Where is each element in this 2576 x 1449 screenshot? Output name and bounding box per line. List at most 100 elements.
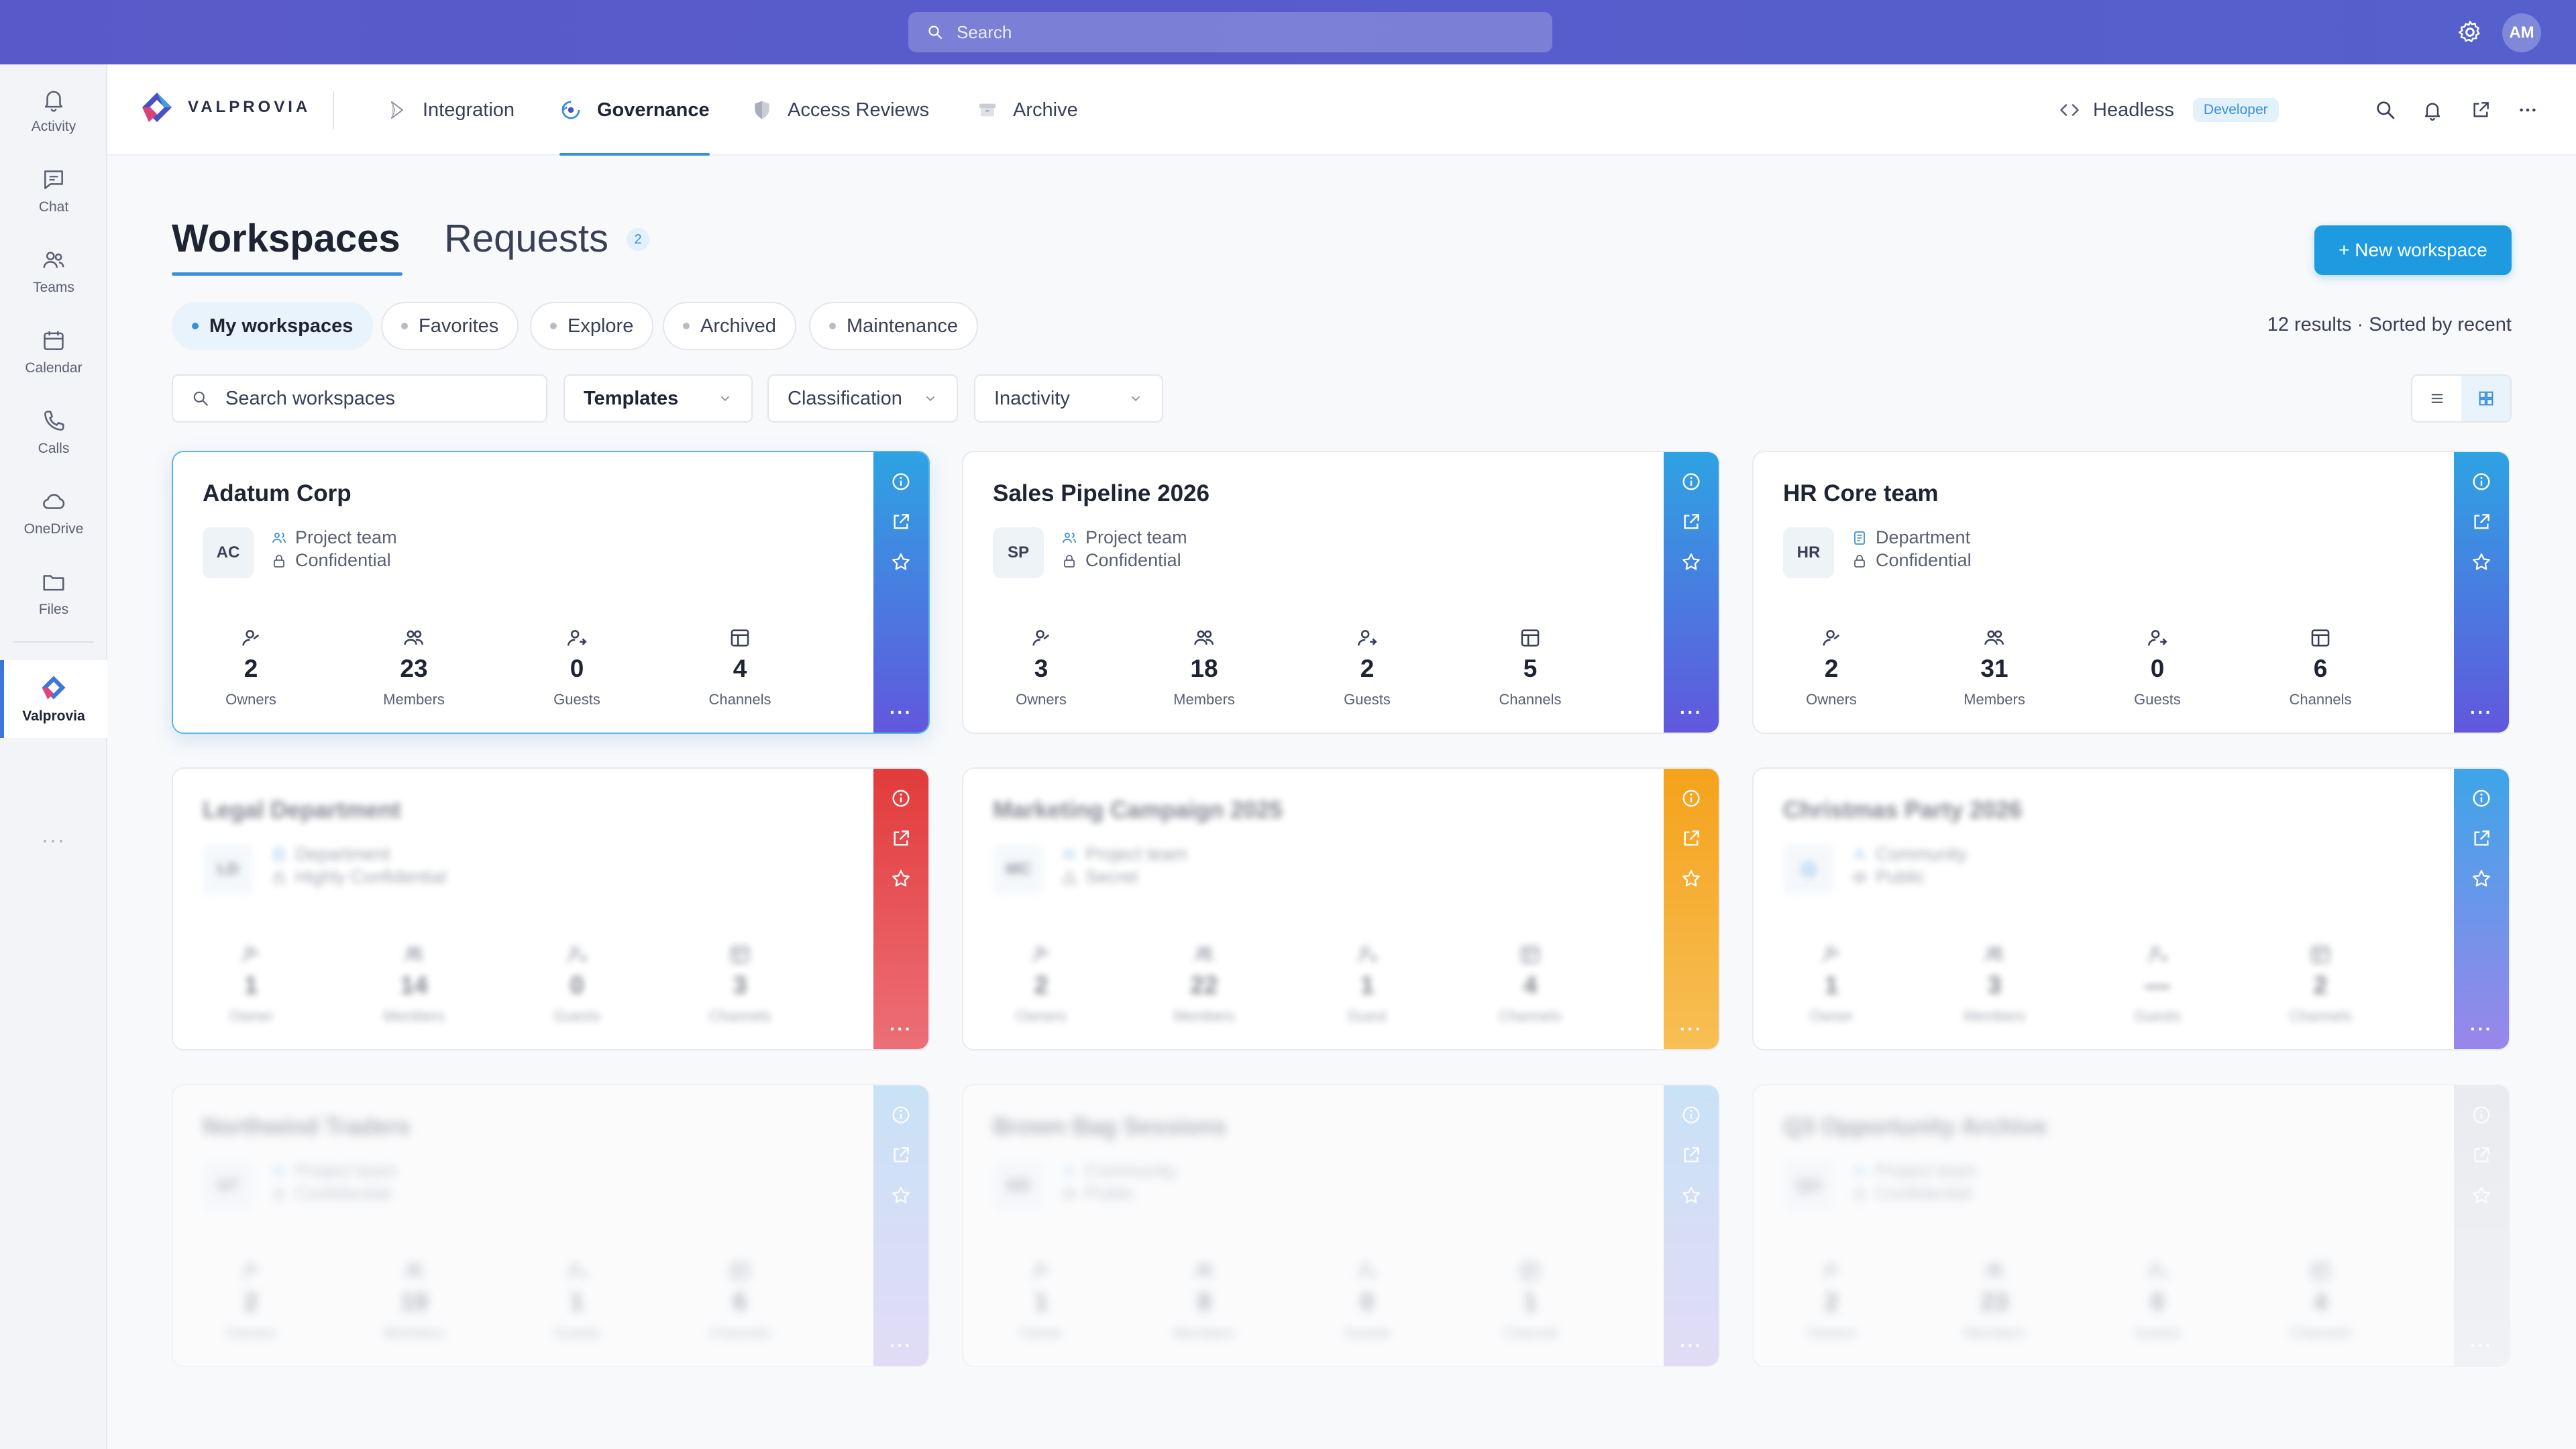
templates-dropdown[interactable]: Templates [564, 374, 753, 423]
workspace-card[interactable]: Northwind Traders NT Project team Confid… [172, 1084, 930, 1367]
external-link-icon[interactable] [890, 511, 912, 533]
stat-label: Guests [1344, 1324, 1391, 1341]
stat-channels: 4 Channels [1463, 943, 1597, 1025]
info-icon[interactable] [890, 788, 912, 809]
info-icon[interactable] [890, 471, 912, 492]
headless-link[interactable]: Headless Developer [2059, 64, 2279, 156]
star-icon[interactable] [890, 1185, 912, 1206]
info-icon[interactable] [2471, 471, 2492, 492]
workspace-card[interactable]: Legal Department LD Department Highly Co… [172, 767, 930, 1051]
user-avatar[interactable]: AM [2502, 13, 2541, 52]
workspace-title[interactable]: Legal Department [203, 797, 401, 823]
info-icon[interactable] [2471, 788, 2492, 809]
rail-more-button[interactable]: ··· [42, 829, 66, 851]
global-search-input[interactable]: Search [908, 12, 1552, 52]
inactivity-dropdown[interactable]: Inactivity [974, 374, 1163, 423]
rail-item-onedrive[interactable]: OneDrive [0, 476, 107, 550]
card-more-button[interactable]: ··· [1680, 1335, 1703, 1356]
star-icon[interactable] [2471, 1185, 2492, 1206]
rail-item-calendar[interactable]: Calendar [0, 315, 107, 389]
external-link-icon[interactable] [2470, 99, 2491, 121]
more-icon[interactable] [2517, 99, 2538, 121]
tab-governance[interactable]: Governance [559, 64, 710, 156]
star-icon[interactable] [1680, 551, 1702, 573]
channels-icon [731, 1263, 749, 1280]
filter-maintenance[interactable]: Maintenance [809, 302, 979, 350]
external-link-icon[interactable] [2471, 1144, 2492, 1166]
card-more-button[interactable]: ··· [2470, 702, 2493, 722]
card-more-button[interactable]: ··· [2470, 1018, 2493, 1039]
list-view-button[interactable] [2412, 376, 2461, 421]
stat-label: Members [383, 1008, 445, 1024]
requests-tab[interactable]: Requests [444, 217, 609, 260]
star-icon[interactable] [890, 551, 912, 573]
stat-label: Owner [1019, 1324, 1063, 1341]
card-more-button[interactable]: ··· [2470, 1335, 2493, 1356]
tab-access-reviews[interactable]: Access Reviews [751, 64, 929, 156]
grid-view-button[interactable] [2461, 376, 2510, 421]
gear-icon[interactable] [2457, 19, 2483, 46]
workspace-card[interactable]: Adatum Corp AC Project team Confidential… [172, 451, 930, 734]
workspace-card[interactable]: Q3 Opportunity Archive QO Project team C… [1752, 1084, 2510, 1367]
card-more-button[interactable]: ··· [890, 1018, 912, 1039]
workspace-card[interactable]: HR Core team HR Department Confidential … [1752, 451, 2510, 734]
rail-item-teams[interactable]: Teams [0, 235, 107, 309]
workspace-title[interactable]: Brown Bag Sessions [993, 1114, 1227, 1140]
workspace-title[interactable]: Adatum Corp [203, 480, 352, 506]
external-link-icon[interactable] [890, 1144, 912, 1166]
star-icon[interactable] [890, 868, 912, 890]
rail-item-files[interactable]: Files [0, 557, 107, 631]
lock-icon [274, 554, 284, 568]
star-icon[interactable] [2471, 551, 2492, 573]
rail-item-chat[interactable]: Chat [0, 154, 107, 228]
workspace-title[interactable]: Sales Pipeline 2026 [993, 480, 1210, 506]
external-link-icon[interactable] [2471, 828, 2492, 849]
search-icon[interactable] [2375, 99, 2396, 121]
workspace-title[interactable]: Marketing Campaign 2025 [993, 797, 1283, 823]
star-icon[interactable] [1680, 1185, 1702, 1206]
card-more-button[interactable]: ··· [890, 1335, 912, 1356]
external-link-icon[interactable] [1680, 1144, 1702, 1166]
info-icon[interactable] [1680, 1104, 1702, 1126]
rail-item-valprovia[interactable]: Valprovia [0, 660, 107, 738]
filter-my-workspaces[interactable]: My workspaces [172, 302, 374, 350]
workspace-search-input[interactable]: Search workspaces [172, 374, 547, 423]
workspace-card[interactable]: Brown Bag Sessions BB Community Public 1… [962, 1084, 1720, 1367]
filter-archived[interactable]: Archived [663, 302, 796, 350]
card-more-button[interactable]: ··· [890, 702, 912, 722]
external-link-icon[interactable] [2471, 511, 2492, 533]
rail-item-activity[interactable]: Activity [0, 74, 107, 148]
classification-dropdown[interactable]: Classification [767, 374, 958, 423]
filter-explore[interactable]: Explore [530, 302, 654, 350]
external-link-icon[interactable] [1680, 828, 1702, 849]
rail-item-calls[interactable]: Calls [0, 396, 107, 470]
workspace-title[interactable]: HR Core team [1783, 480, 1939, 506]
workspace-title[interactable]: Northwind Traders [203, 1114, 411, 1140]
new-workspace-button[interactable]: + New workspace [2314, 225, 2512, 275]
external-link-icon[interactable] [1680, 511, 1702, 533]
stat-label: Owners [1016, 1008, 1067, 1024]
filter-favorites[interactable]: Favorites [381, 302, 519, 350]
workspace-card[interactable]: Christmas Party 2026 Community Public 1 … [1752, 767, 2510, 1051]
members-icon [1194, 947, 1214, 962]
card-more-button[interactable]: ··· [1680, 702, 1703, 722]
stat-label: Owner [229, 1008, 273, 1024]
info-icon[interactable] [1680, 471, 1702, 492]
workspace-title[interactable]: Q3 Opportunity Archive [1783, 1114, 2047, 1140]
info-icon[interactable] [1680, 788, 1702, 809]
cloud-icon [43, 494, 65, 509]
external-link-icon[interactable] [890, 828, 912, 849]
page-title[interactable]: Workspaces [172, 217, 400, 260]
info-icon[interactable] [2471, 1104, 2492, 1126]
workspace-card[interactable]: Sales Pipeline 2026 SP Project team Conf… [962, 451, 1720, 734]
card-more-button[interactable]: ··· [1680, 1018, 1703, 1039]
tab-integration[interactable]: Integration [386, 64, 515, 156]
info-icon[interactable] [890, 1104, 912, 1126]
stat-value: 3 [733, 971, 747, 999]
bell-icon[interactable] [2422, 99, 2443, 121]
star-icon[interactable] [1680, 868, 1702, 890]
tab-archive[interactable]: Archive [977, 64, 1078, 156]
workspace-card[interactable]: Marketing Campaign 2025 MC Project team … [962, 767, 1720, 1051]
workspace-title[interactable]: Christmas Party 2026 [1783, 797, 2023, 823]
star-icon[interactable] [2471, 868, 2492, 890]
